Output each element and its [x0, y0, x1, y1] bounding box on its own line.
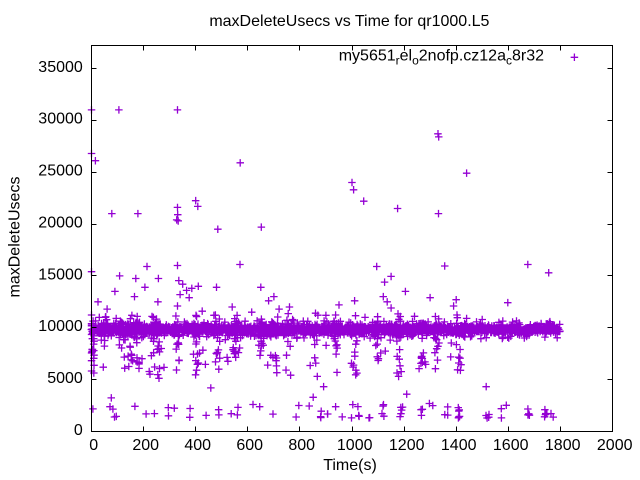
svg-text:maxDeleteUsecs vs Time for qr1: maxDeleteUsecs vs Time for qr1000.L5 [209, 13, 489, 30]
svg-text:20000: 20000 [38, 214, 83, 231]
svg-text:1200: 1200 [389, 437, 425, 454]
svg-text:1400: 1400 [441, 437, 477, 454]
svg-text:600: 600 [236, 437, 263, 454]
svg-text:200: 200 [132, 437, 159, 454]
svg-text:30000: 30000 [38, 111, 83, 128]
svg-text:maxDeleteUsecs: maxDeleteUsecs [6, 177, 23, 298]
svg-text:400: 400 [184, 437, 211, 454]
svg-text:1800: 1800 [545, 437, 581, 454]
svg-text:1600: 1600 [493, 437, 529, 454]
svg-text:25000: 25000 [38, 163, 83, 180]
svg-text:1000: 1000 [337, 437, 373, 454]
svg-text:15000: 15000 [38, 266, 83, 283]
svg-text:0: 0 [74, 422, 83, 439]
svg-text:0: 0 [89, 437, 98, 454]
svg-text:my5651relo2nofp.cz12ac8r32: my5651relo2nofp.cz12ac8r32 [339, 47, 544, 67]
svg-text:5000: 5000 [47, 370, 83, 387]
svg-text:Time(s): Time(s) [323, 457, 377, 474]
svg-text:2000: 2000 [597, 437, 633, 454]
svg-text:800: 800 [288, 437, 315, 454]
svg-text:35000: 35000 [38, 59, 83, 76]
svg-text:10000: 10000 [38, 318, 83, 335]
